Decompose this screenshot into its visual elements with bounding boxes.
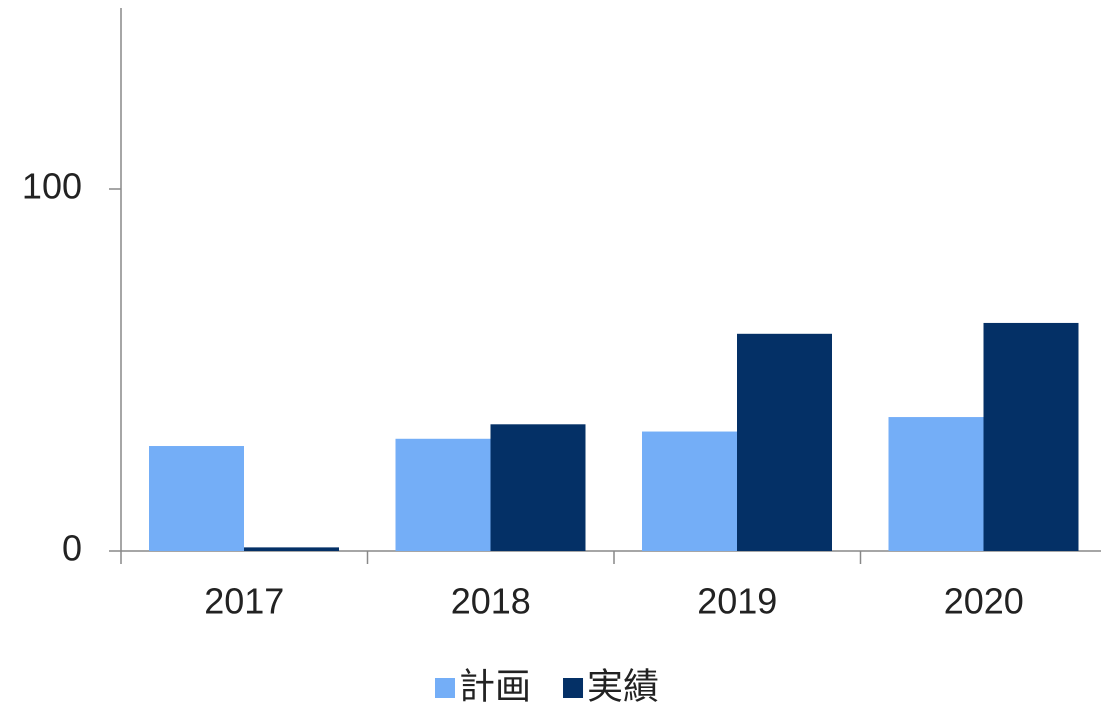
y-tick-label: 0 bbox=[62, 528, 82, 569]
bar bbox=[149, 446, 244, 551]
bar bbox=[642, 431, 737, 551]
legend-label: 計画 bbox=[459, 666, 531, 705]
bar bbox=[983, 322, 1079, 551]
x-tick-label: 2019 bbox=[697, 581, 777, 622]
bar bbox=[737, 333, 832, 551]
bar bbox=[244, 547, 339, 551]
x-tick-label: 2018 bbox=[451, 581, 531, 622]
bar bbox=[395, 438, 491, 551]
legend-label: 実績 bbox=[587, 666, 659, 705]
y-tick-label: 100 bbox=[22, 166, 82, 207]
bar bbox=[888, 417, 984, 551]
x-tick-label: 2017 bbox=[204, 581, 284, 622]
bar bbox=[490, 424, 586, 551]
legend-swatch bbox=[563, 678, 584, 698]
x-tick-label: 2020 bbox=[944, 581, 1024, 622]
legend-swatch bbox=[435, 678, 455, 698]
